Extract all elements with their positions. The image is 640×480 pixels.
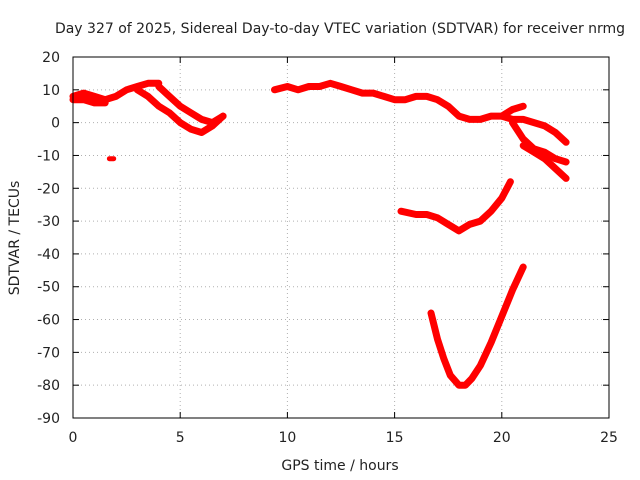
y-tick-label: -70 <box>37 345 60 361</box>
axis-ticks: 0 5 10 15 20 25 20 10 0 -10 -20 -30 -40 -50 -60 -70 -80 -… <box>37 50 618 446</box>
series-arc-i <box>427 263 527 389</box>
y-axis-label: SDTVAR / TECUs <box>7 181 23 296</box>
y-tick-label: -20 <box>37 181 60 197</box>
x-tick-label: 25 <box>600 430 618 446</box>
x-tick-label: 0 <box>69 430 78 446</box>
series-arc-a <box>69 79 163 104</box>
y-tick-label: -50 <box>37 280 60 296</box>
series-arc-g <box>519 142 570 182</box>
y-tick-label: -90 <box>37 411 60 427</box>
grid <box>73 57 609 418</box>
plot-frame <box>72 56 610 419</box>
chart-title: Day 327 of 2025, Sidereal Day-to-day VTE… <box>55 21 625 37</box>
x-axis-label: GPS time / hours <box>281 458 398 474</box>
y-tick-label: -30 <box>37 214 60 230</box>
x-tick-label: 5 <box>176 430 185 446</box>
y-tick-label: 0 <box>51 116 60 132</box>
series-arc-h <box>397 178 514 235</box>
y-tick-label: 10 <box>42 83 60 99</box>
series-arc-c <box>155 83 227 127</box>
y-tick-label: -40 <box>37 247 60 263</box>
x-tick-label: 10 <box>278 430 296 446</box>
data-series <box>69 79 570 389</box>
series-arc-b <box>133 86 227 136</box>
series-arc-a-lower <box>69 96 109 107</box>
y-tick-label: -10 <box>37 148 60 164</box>
series-arc-f <box>509 119 570 166</box>
y-tick-label: 20 <box>42 50 60 66</box>
y-tick-label: -80 <box>37 378 60 394</box>
y-tick-label: -60 <box>37 313 60 329</box>
x-tick-label: 15 <box>386 430 404 446</box>
series-arc-d <box>271 79 527 123</box>
x-tick-label: 20 <box>493 430 511 446</box>
